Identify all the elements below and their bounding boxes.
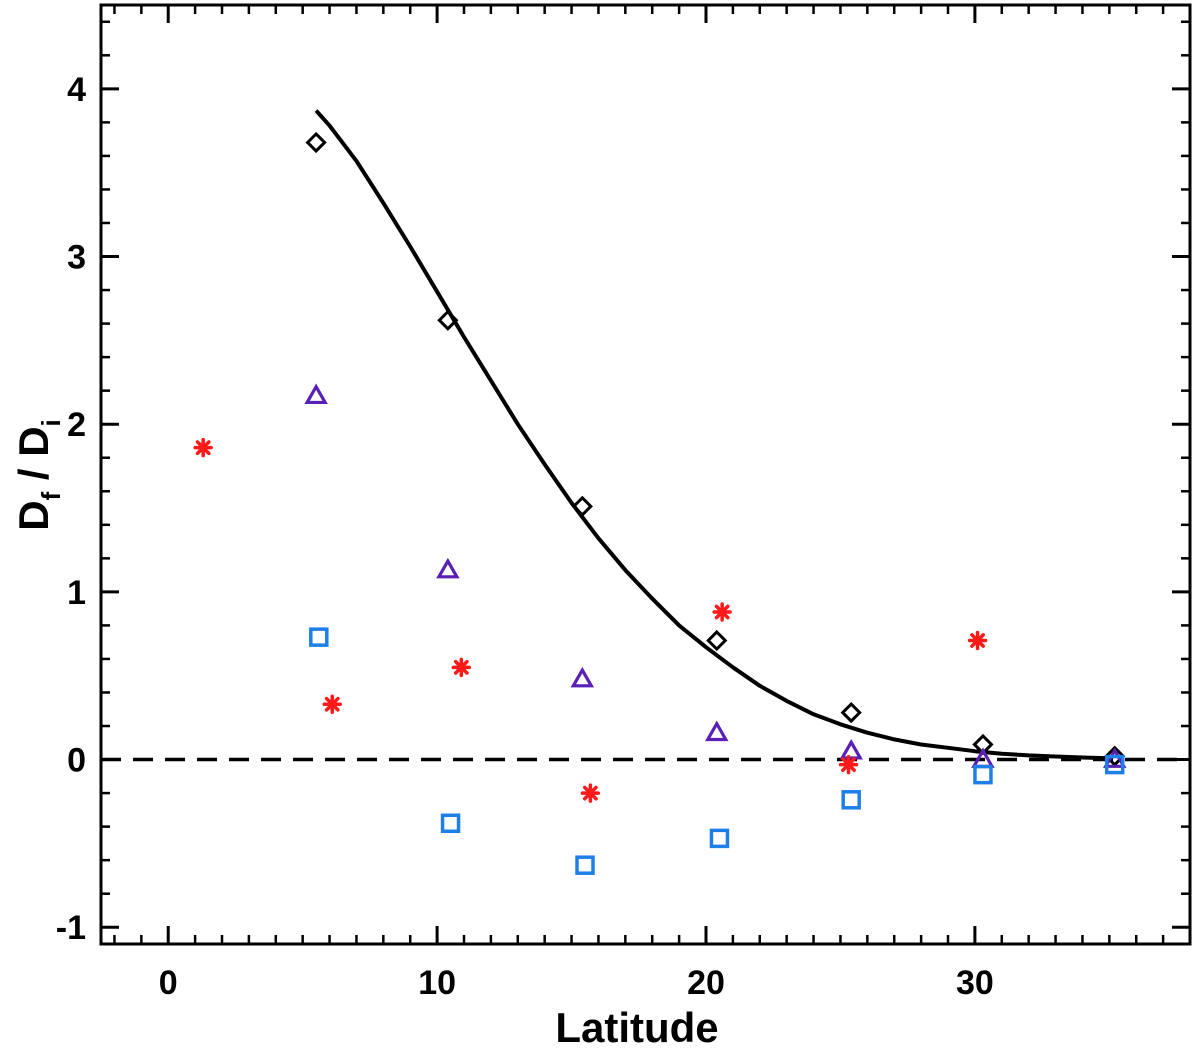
asterisk-point bbox=[580, 783, 601, 803]
triangle-point bbox=[839, 738, 863, 760]
square-point bbox=[309, 627, 329, 647]
y-title-d-final: D bbox=[10, 500, 57, 530]
triangle-point bbox=[704, 720, 729, 742]
plot-frame bbox=[99, 3, 1192, 946]
x-tick-labels: 0 10 20 30 bbox=[159, 964, 994, 1002]
diamond-point bbox=[571, 495, 593, 517]
y-tick-label: 1 bbox=[67, 574, 86, 612]
square-point bbox=[841, 790, 861, 810]
x-tick-label: 30 bbox=[956, 964, 994, 1002]
y-tick-labels: -1 0 1 2 3 4 bbox=[56, 71, 86, 947]
square-point bbox=[575, 855, 595, 875]
square-point bbox=[709, 828, 730, 849]
triangle-point bbox=[570, 666, 595, 688]
diamond-point bbox=[840, 701, 862, 724]
asterisk-point bbox=[712, 602, 732, 622]
square-point bbox=[440, 813, 461, 834]
triangle-point bbox=[1102, 747, 1127, 768]
y-tick-label: 0 bbox=[67, 742, 86, 780]
y-title-sub-f: f bbox=[36, 491, 66, 500]
y-tick-label: 4 bbox=[67, 71, 86, 109]
square-point bbox=[1104, 754, 1125, 775]
fit-line bbox=[314, 109, 1110, 761]
asterisk-point bbox=[838, 754, 859, 775]
diamond-point bbox=[1104, 745, 1126, 767]
triangle-point bbox=[304, 383, 328, 405]
diamond-point bbox=[305, 131, 327, 154]
x-axis-title: Latitude bbox=[555, 1004, 718, 1050]
square-point bbox=[973, 764, 993, 785]
data-points bbox=[193, 131, 1127, 875]
y-tick-label: 3 bbox=[67, 239, 86, 277]
y-tick-label: -1 bbox=[56, 909, 86, 947]
x-tick-label: 10 bbox=[418, 964, 456, 1002]
asterisk-point bbox=[967, 630, 988, 651]
y-title-sub-i: i bbox=[36, 419, 66, 426]
triangle-point bbox=[436, 557, 460, 579]
svg-text:Df / Di: Df / Di bbox=[10, 419, 66, 531]
x-tick-label: 20 bbox=[687, 964, 725, 1002]
major-ticks bbox=[101, 5, 1190, 944]
asterisk-point bbox=[322, 694, 342, 714]
minor-ticks bbox=[101, 5, 1192, 944]
y-title-slash: / bbox=[10, 457, 57, 492]
diamond-point bbox=[706, 629, 728, 652]
x-tick-label: 0 bbox=[159, 964, 178, 1002]
y-tick-label: 2 bbox=[67, 406, 86, 444]
asterisk-point bbox=[193, 437, 213, 458]
asterisk-point bbox=[451, 657, 472, 678]
diamond-point bbox=[437, 309, 459, 331]
y-axis-title: Df / Di bbox=[10, 419, 66, 531]
y-title-d-initial: D bbox=[10, 426, 57, 456]
fit-curve bbox=[314, 109, 1110, 761]
